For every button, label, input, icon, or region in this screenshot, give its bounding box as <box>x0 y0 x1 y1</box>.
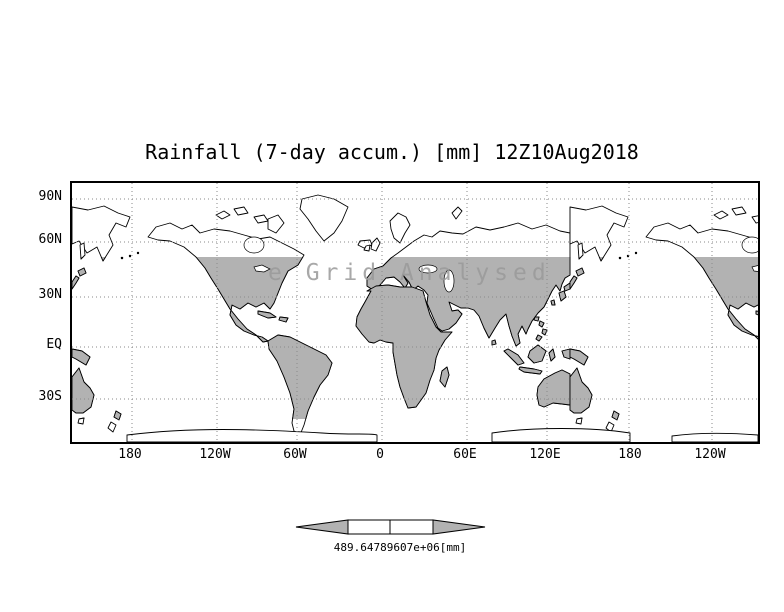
y-axis-label-eq: EQ <box>46 337 62 352</box>
x-axis-label-60e: 60E <box>453 447 477 462</box>
watermark-text: e Grid Analysed <box>268 260 551 286</box>
colorbar-unit: [mm] <box>439 541 467 554</box>
colorbar-cell-1 <box>347 519 391 535</box>
world-map: e Grid Analysed <box>70 181 760 444</box>
x-axis-label-120w2: 120W <box>694 447 726 462</box>
plot-title: Rainfall (7-day accum.) [mm] 12Z10Aug201… <box>145 140 639 164</box>
x-axis-label-0: 0 <box>376 447 384 462</box>
y-axis-label-30n: 30N <box>38 287 62 302</box>
world-map-canvas: e Grid Analysed <box>72 183 758 442</box>
y-axis-label-90n: 90N <box>38 189 62 204</box>
y-axis-label-30s: 30S <box>38 389 62 404</box>
colorbar-cell-2 <box>389 519 434 535</box>
x-axis-label-60w: 60W <box>283 447 307 462</box>
y-axis-label-60n: 60N <box>38 232 62 247</box>
x-axis-label-180b: 180 <box>618 447 642 462</box>
colorbar <box>288 513 488 539</box>
colorbar-tick-text: 489.64789607e+06 <box>333 541 440 554</box>
colorbar-left-arrow <box>295 519 349 535</box>
x-axis-label-120w: 120W <box>199 447 231 462</box>
colorbar-labels: 489.64789607e+06[mm] <box>280 541 520 554</box>
antarctica <box>126 428 758 442</box>
x-axis-label-120e: 120E <box>529 447 561 462</box>
colorbar-shape <box>295 519 486 535</box>
colorbar-right-arrow <box>432 519 486 535</box>
x-axis-label-180a: 180 <box>118 447 142 462</box>
